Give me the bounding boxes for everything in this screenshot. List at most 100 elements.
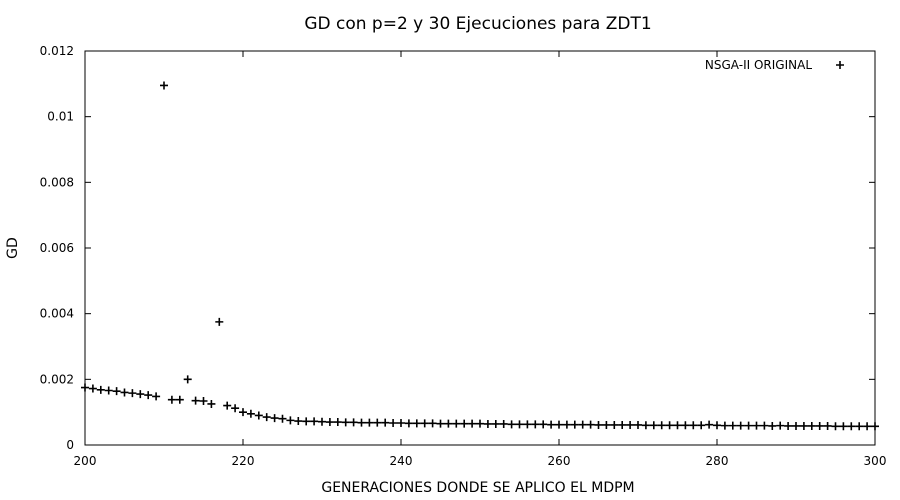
data-point bbox=[310, 417, 319, 426]
data-point bbox=[207, 399, 216, 408]
y-tick-label: 0.002 bbox=[40, 372, 74, 386]
data-point bbox=[610, 420, 619, 429]
data-point bbox=[239, 408, 247, 417]
data-point bbox=[144, 391, 153, 400]
data-point bbox=[744, 421, 753, 430]
data-point bbox=[452, 419, 461, 428]
data-point bbox=[839, 422, 848, 431]
data-point bbox=[681, 421, 690, 430]
data-point bbox=[104, 386, 113, 395]
data-point bbox=[476, 419, 484, 428]
data-point bbox=[381, 418, 390, 427]
data-point bbox=[673, 421, 682, 430]
y-tick-label: 0.004 bbox=[40, 307, 74, 321]
data-point bbox=[341, 418, 350, 427]
data-point bbox=[602, 420, 611, 429]
data-point bbox=[333, 418, 342, 427]
x-axis-label: GENERACIONES DONDE SE APLICO EL MDPM bbox=[321, 480, 634, 496]
data-point bbox=[349, 418, 358, 427]
y-axis: 0 0.002 0.004 0.006 0.008 0.01 0.012 bbox=[40, 44, 875, 452]
data-point bbox=[112, 387, 121, 396]
data-point bbox=[578, 420, 587, 429]
data-point bbox=[776, 421, 785, 430]
plot-frame bbox=[84, 50, 876, 446]
data-point bbox=[784, 421, 793, 430]
data-point bbox=[562, 420, 571, 429]
data-point bbox=[799, 421, 808, 430]
data-point bbox=[665, 421, 674, 430]
data-point bbox=[555, 420, 563, 429]
data-point bbox=[183, 375, 192, 384]
data-point bbox=[523, 420, 532, 429]
data-point bbox=[389, 419, 398, 428]
data-point bbox=[736, 421, 745, 430]
data-point bbox=[365, 418, 374, 427]
data-point bbox=[657, 421, 666, 430]
data-point bbox=[136, 390, 145, 399]
data-point bbox=[231, 404, 240, 413]
data-point bbox=[223, 401, 232, 410]
data-point bbox=[278, 414, 287, 423]
data-point bbox=[713, 421, 721, 430]
data-point bbox=[96, 385, 105, 394]
data-point bbox=[586, 420, 595, 429]
y-tick-label: 0.006 bbox=[40, 241, 74, 255]
data-point bbox=[436, 419, 445, 428]
x-tick-label: 200 bbox=[74, 454, 97, 468]
data-point bbox=[483, 419, 492, 428]
data-point bbox=[270, 414, 279, 423]
data-point bbox=[468, 419, 477, 428]
legend: NSGA-II ORIGINAL bbox=[705, 58, 844, 72]
data-point bbox=[404, 419, 413, 428]
data-point bbox=[728, 421, 737, 430]
data-point bbox=[120, 388, 129, 397]
data-point bbox=[752, 421, 761, 430]
data-point bbox=[412, 419, 421, 428]
data-point bbox=[539, 420, 548, 429]
data-point bbox=[246, 409, 255, 418]
data-point bbox=[515, 420, 524, 429]
data-point bbox=[167, 395, 176, 404]
data-point bbox=[768, 421, 777, 430]
data-point bbox=[460, 419, 469, 428]
y-tick-label: 0.01 bbox=[47, 110, 74, 124]
data-points bbox=[81, 81, 879, 431]
x-axis: 200 220 240 260 280 300 bbox=[74, 51, 887, 468]
data-point bbox=[444, 419, 453, 428]
x-tick-label: 280 bbox=[706, 454, 729, 468]
data-point bbox=[634, 420, 642, 429]
data-point bbox=[215, 317, 224, 326]
data-point bbox=[792, 421, 800, 430]
data-point bbox=[823, 421, 832, 430]
data-point bbox=[689, 421, 698, 430]
data-point bbox=[831, 422, 840, 431]
data-point bbox=[507, 420, 516, 429]
data-point bbox=[254, 411, 263, 420]
data-point bbox=[302, 417, 311, 426]
x-tick-label: 240 bbox=[390, 454, 413, 468]
data-point bbox=[626, 420, 635, 429]
data-point bbox=[705, 420, 714, 429]
data-point bbox=[491, 419, 500, 428]
data-point bbox=[160, 81, 168, 90]
data-point bbox=[318, 417, 326, 426]
data-point bbox=[697, 421, 706, 430]
data-point bbox=[152, 392, 161, 401]
data-point bbox=[88, 384, 97, 393]
data-point bbox=[815, 421, 824, 430]
data-point bbox=[325, 418, 334, 427]
data-point bbox=[871, 422, 879, 431]
data-point bbox=[649, 421, 658, 430]
x-tick-label: 300 bbox=[864, 454, 887, 468]
data-point bbox=[720, 421, 729, 430]
y-tick-label: 0.008 bbox=[40, 175, 74, 189]
data-point bbox=[397, 419, 405, 428]
data-point bbox=[570, 420, 579, 429]
y-axis-label: GD bbox=[5, 237, 21, 259]
x-tick-label: 260 bbox=[548, 454, 571, 468]
data-point bbox=[199, 397, 208, 406]
data-point bbox=[357, 418, 366, 427]
legend-marker-symbol bbox=[836, 61, 844, 69]
chart-title: GD con p=2 y 30 Ejecuciones para ZDT1 bbox=[304, 14, 651, 34]
